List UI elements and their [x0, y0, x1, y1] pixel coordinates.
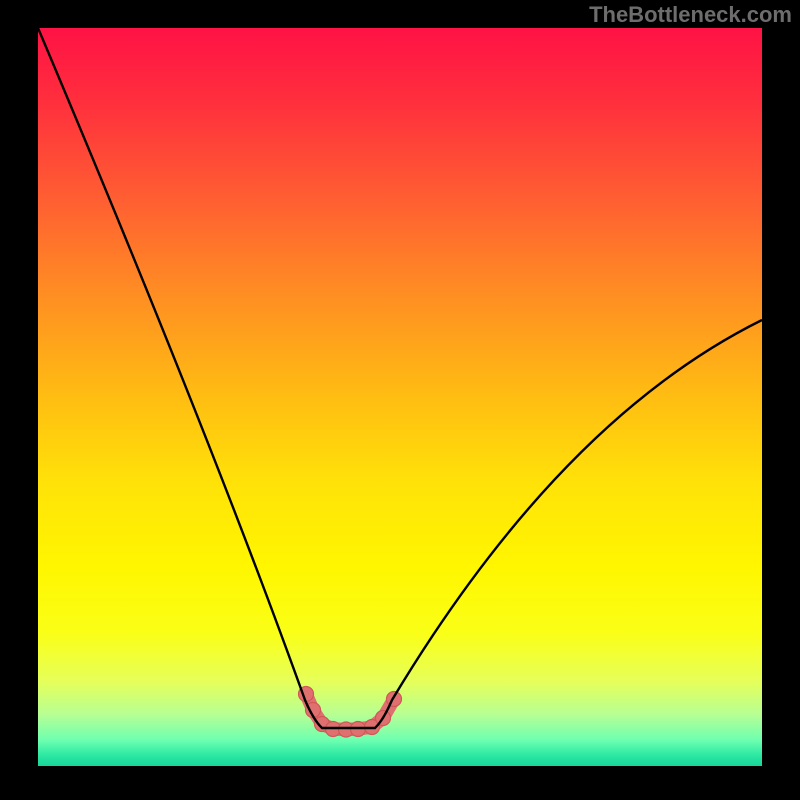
chart-frame: TheBottleneck.com — [0, 0, 800, 800]
plot-background — [38, 28, 762, 766]
watermark-text: TheBottleneck.com — [589, 2, 792, 28]
bottleneck-chart — [0, 0, 800, 800]
